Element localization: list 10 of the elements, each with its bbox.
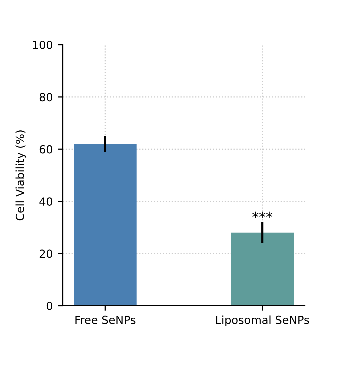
x-tick-label: Liposomal SeNPs [216, 316, 310, 326]
y-tick-label: 100 [33, 40, 53, 50]
y-tick-label: 0 [46, 302, 53, 310]
y-tick-label: 60 [40, 145, 53, 154]
y-tick-label: 20 [40, 250, 53, 258]
y-axis-title: Cell Viability (%) [16, 130, 27, 221]
y-tick-label: 40 [40, 198, 53, 206]
y-tick-label: 80 [40, 93, 53, 102]
annotation: *** [252, 212, 273, 218]
x-tick-label: Free SeNPs [76, 316, 136, 324]
